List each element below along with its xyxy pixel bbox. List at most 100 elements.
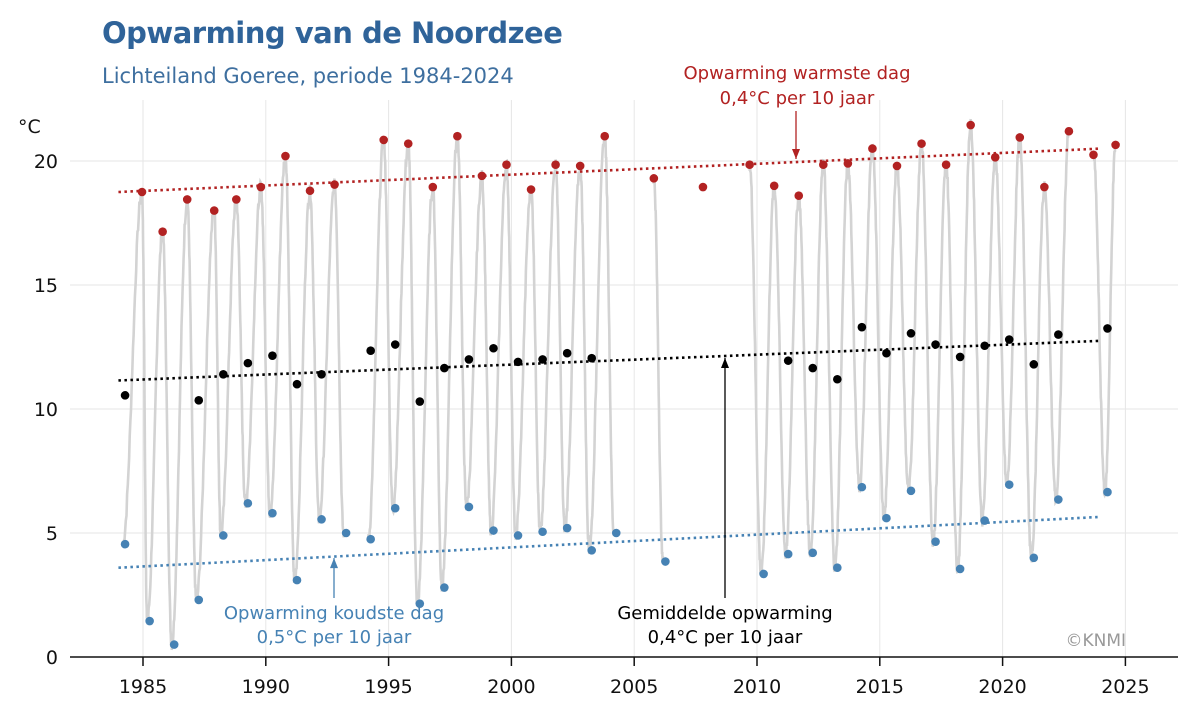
y-tick-label: 0 (46, 647, 58, 669)
x-tick-label: 2025 (1101, 676, 1149, 698)
coldest-day-point (562, 523, 572, 533)
warmest-day-point (745, 160, 754, 170)
mean-temperature-point (833, 374, 842, 384)
coldest-day-point (390, 503, 400, 513)
warmest-day-point (305, 186, 315, 196)
coldest-day-point (268, 508, 277, 518)
coldest-day-point (219, 531, 228, 540)
coldest-day-point (169, 640, 179, 649)
mean-temperature-point (317, 369, 326, 379)
warmest-day-point (649, 174, 659, 183)
warmest-day-point (379, 135, 388, 145)
coldest-day-point (464, 502, 474, 512)
warmest-day-point (1040, 182, 1049, 192)
warmest-day-point (990, 152, 1000, 162)
mean-temperature-point (783, 356, 793, 365)
warmest-day-point (281, 151, 290, 161)
coldest-day-point (489, 526, 498, 535)
coldest-day-point (194, 595, 204, 605)
coldest-day-point (783, 549, 793, 559)
coldest-day-point (341, 528, 351, 538)
warmest-day-point (966, 120, 975, 130)
mean-temperature-point (489, 343, 498, 353)
coldest-day-point (440, 583, 449, 592)
chart-subtitle: Lichteiland Goeree, periode 1984-2024 (102, 64, 514, 88)
warmest-day-point (769, 181, 779, 191)
warmest-day-point (1111, 140, 1120, 150)
coldest-day-point (1054, 495, 1063, 504)
coldest-day-point (931, 537, 940, 546)
mean-temperature-point (219, 369, 228, 379)
warmest-day-point (843, 159, 853, 168)
mean-temperature-point (415, 397, 425, 406)
warmest-day-point (330, 180, 339, 189)
warmest-day-point (137, 187, 147, 197)
warm-annotation-line2: 0,4°C per 10 jaar (720, 88, 875, 109)
mean-temperature-point (857, 322, 867, 332)
warmest-day-point (477, 171, 487, 181)
warmest-day-point (868, 144, 877, 153)
coldest-day-point (120, 539, 130, 549)
x-tick-label: 2010 (733, 676, 781, 698)
cold-annotation-arrow-head (330, 558, 338, 569)
mean-annotation-arrow-head (721, 357, 729, 368)
mean-temperature-point (243, 358, 253, 368)
y-tick-label: 15 (34, 275, 58, 297)
x-tick-label: 1985 (119, 676, 167, 698)
warmest-day-point (917, 139, 926, 148)
coldest-day-point (906, 486, 916, 496)
warmest-day-point (600, 131, 610, 141)
mean-temperature-point (292, 379, 302, 389)
mean-temperature-point (955, 352, 965, 362)
coldest-day-point (882, 513, 891, 523)
warmest-day-point (502, 160, 511, 170)
mean-annotation-line2: 0,4°C per 10 jaar (648, 627, 803, 648)
mean-temperature-point (587, 353, 597, 363)
coldest-day-point (833, 563, 842, 573)
coldest-day-point (808, 548, 818, 558)
warmest-day-point (403, 139, 413, 148)
cold-trend-line (118, 515, 1101, 570)
coldest-day-point (955, 564, 965, 574)
coldest-day-point (1029, 553, 1039, 563)
chart-title: Opwarming van de Noordzee (102, 16, 563, 50)
warmest-day-point (551, 160, 560, 170)
mean-trend-line (118, 339, 1101, 382)
mean-temperature-point (931, 340, 940, 349)
cold-annotation-line1: Opwarming koudste dag (224, 603, 444, 624)
warm-trend-line (118, 147, 1101, 194)
mean-temperature-point (808, 363, 818, 373)
mean-temperature-point (538, 355, 547, 364)
mean-annotation-line1: Gemiddelde opwarming (617, 603, 832, 624)
mean-temperature-point (906, 329, 916, 338)
mean-temperature-point (513, 357, 523, 367)
warmest-day-point (575, 161, 585, 171)
x-tick-label: 2020 (978, 676, 1026, 698)
warm-annotation-line1: Opwarming warmste dag (683, 63, 910, 84)
mean-temperature-point (882, 348, 891, 358)
warmest-day-point (892, 161, 902, 171)
y-axis-unit: °C (18, 116, 41, 138)
coldest-day-point (538, 527, 547, 537)
warmest-day-point (232, 195, 241, 204)
mean-temperature-point (980, 341, 989, 351)
warmest-day-point (1064, 126, 1074, 136)
warmest-day-point (941, 160, 951, 170)
warmest-day-point (209, 206, 219, 215)
mean-temperature-point (1029, 360, 1039, 369)
y-tick-label: 20 (34, 151, 58, 173)
coldest-day-point (1004, 480, 1014, 489)
warmest-day-point (256, 182, 266, 192)
coldest-day-point (317, 515, 326, 524)
warmest-day-point (794, 191, 804, 201)
x-tick-label: 1995 (364, 676, 412, 698)
warmest-day-point (819, 160, 828, 170)
warmest-day-point (1015, 133, 1025, 142)
warmest-day-point (453, 131, 462, 141)
mean-temperature-point (440, 363, 449, 373)
mean-temperature-point (1054, 330, 1063, 339)
mean-temperature-point (268, 351, 277, 360)
coldest-day-point (366, 534, 375, 544)
coldest-day-point (980, 516, 989, 525)
